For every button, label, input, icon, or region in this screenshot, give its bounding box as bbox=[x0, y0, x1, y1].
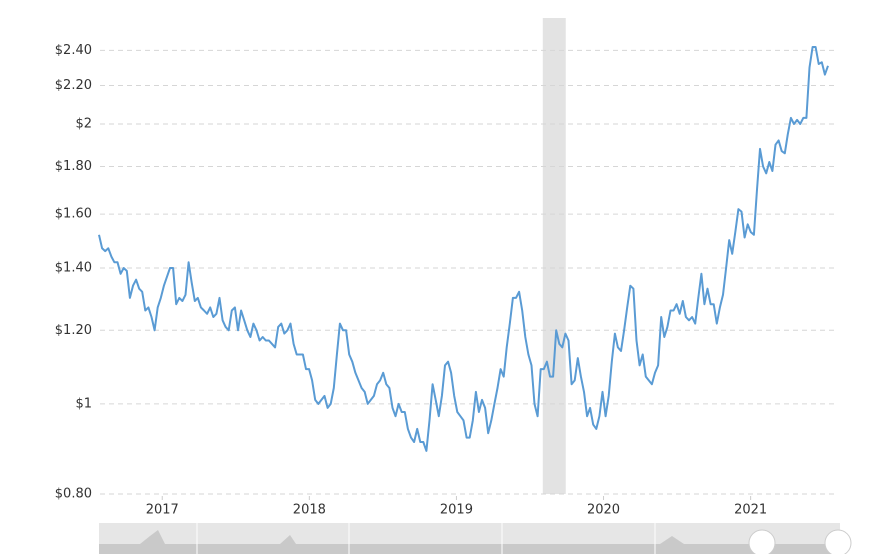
y-tick-label: $1.20 bbox=[55, 323, 92, 338]
y-tick-label: $0.80 bbox=[55, 487, 92, 502]
y-tick-label: $1.40 bbox=[55, 260, 92, 275]
navigator bbox=[99, 523, 852, 557]
price-line bbox=[98, 46, 829, 452]
y-tick-label: $1.60 bbox=[55, 207, 92, 222]
x-tick-label: 2018 bbox=[293, 503, 326, 518]
y-tick-label: $2.20 bbox=[55, 78, 92, 93]
navigator-handle[interactable] bbox=[748, 529, 776, 557]
shaded-band bbox=[542, 18, 566, 494]
y-tick-label: $1.80 bbox=[55, 159, 92, 174]
x-tick-label: 2021 bbox=[734, 503, 767, 518]
x-tick-label: 2017 bbox=[146, 503, 179, 518]
y-tick-label: $1 bbox=[75, 396, 92, 411]
navigator-handle[interactable] bbox=[824, 529, 852, 557]
x-tick-label: 2020 bbox=[587, 503, 620, 518]
y-tick-label: $2.40 bbox=[55, 43, 92, 58]
y-tick-label: $2 bbox=[75, 116, 92, 131]
x-tick-label: 2019 bbox=[440, 503, 473, 518]
